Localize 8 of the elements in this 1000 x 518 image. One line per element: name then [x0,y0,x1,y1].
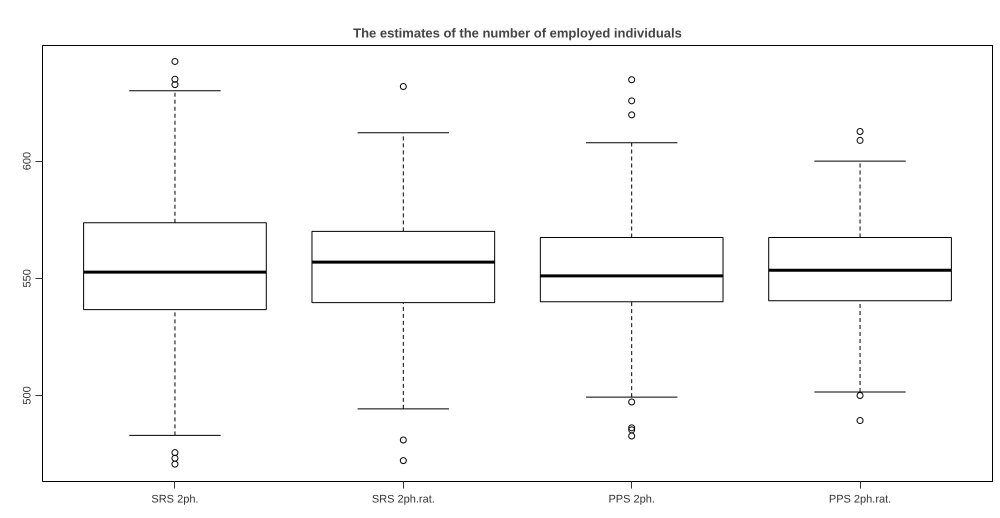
y-tick-label: 550 [22,269,34,288]
x-tick-label: SRS 2ph. [151,494,199,506]
y-tick-label: 500 [22,386,34,405]
y-tick-label: 600 [22,152,34,170]
x-tick-label: PPS 2ph.rat. [828,494,892,506]
x-tick-label: SRS 2ph.rat. [372,494,435,506]
chart-title: The estimates of the number of employed individuals [353,26,682,40]
x-tick-label: PPS 2ph. [608,494,655,506]
